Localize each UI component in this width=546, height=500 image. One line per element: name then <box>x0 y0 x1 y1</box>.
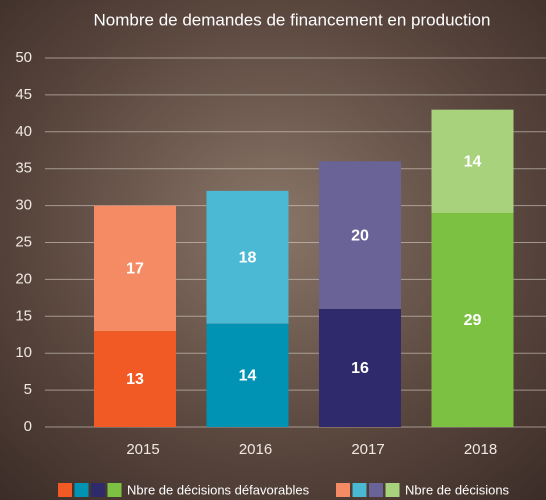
value-label: 13 <box>126 371 144 388</box>
value-label: 29 <box>464 312 482 329</box>
y-tick-label: 30 <box>15 197 32 214</box>
legend-swatch <box>336 483 350 497</box>
x-tick-label: 2018 <box>464 441 497 458</box>
legend-swatch <box>386 483 400 497</box>
legend-label: Nbre de décisions défavorables <box>127 482 310 497</box>
chart: Nombre de demandes de financement en pro… <box>0 0 546 500</box>
y-tick-label: 35 <box>15 160 32 177</box>
chart-title: Nombre de demandes de financement en pro… <box>94 10 491 29</box>
value-label: 14 <box>239 368 257 385</box>
legend-swatch <box>58 483 72 497</box>
value-label: 17 <box>126 261 144 278</box>
legend-swatch <box>353 483 367 497</box>
x-tick-label: 2016 <box>239 441 272 458</box>
x-tick-label: 2017 <box>351 441 384 458</box>
y-tick-label: 5 <box>24 381 32 398</box>
legend-swatch <box>108 483 122 497</box>
y-tick-label: 25 <box>15 233 32 250</box>
value-label: 14 <box>464 154 482 171</box>
y-tick-label: 50 <box>15 49 32 66</box>
x-tick-label: 2015 <box>126 441 159 458</box>
y-tick-label: 45 <box>15 86 32 103</box>
y-tick-label: 0 <box>24 418 32 435</box>
legend-swatch <box>91 483 105 497</box>
y-tick-label: 40 <box>15 123 32 140</box>
value-label: 18 <box>239 249 257 266</box>
y-tick-label: 10 <box>15 344 32 361</box>
value-label: 20 <box>351 227 369 244</box>
y-tick-label: 15 <box>15 307 32 324</box>
value-label: 16 <box>351 360 369 377</box>
legend-swatch <box>369 483 383 497</box>
y-tick-label: 20 <box>15 270 32 287</box>
legend-swatch <box>75 483 89 497</box>
legend-label: Nbre de décisions <box>405 482 510 497</box>
